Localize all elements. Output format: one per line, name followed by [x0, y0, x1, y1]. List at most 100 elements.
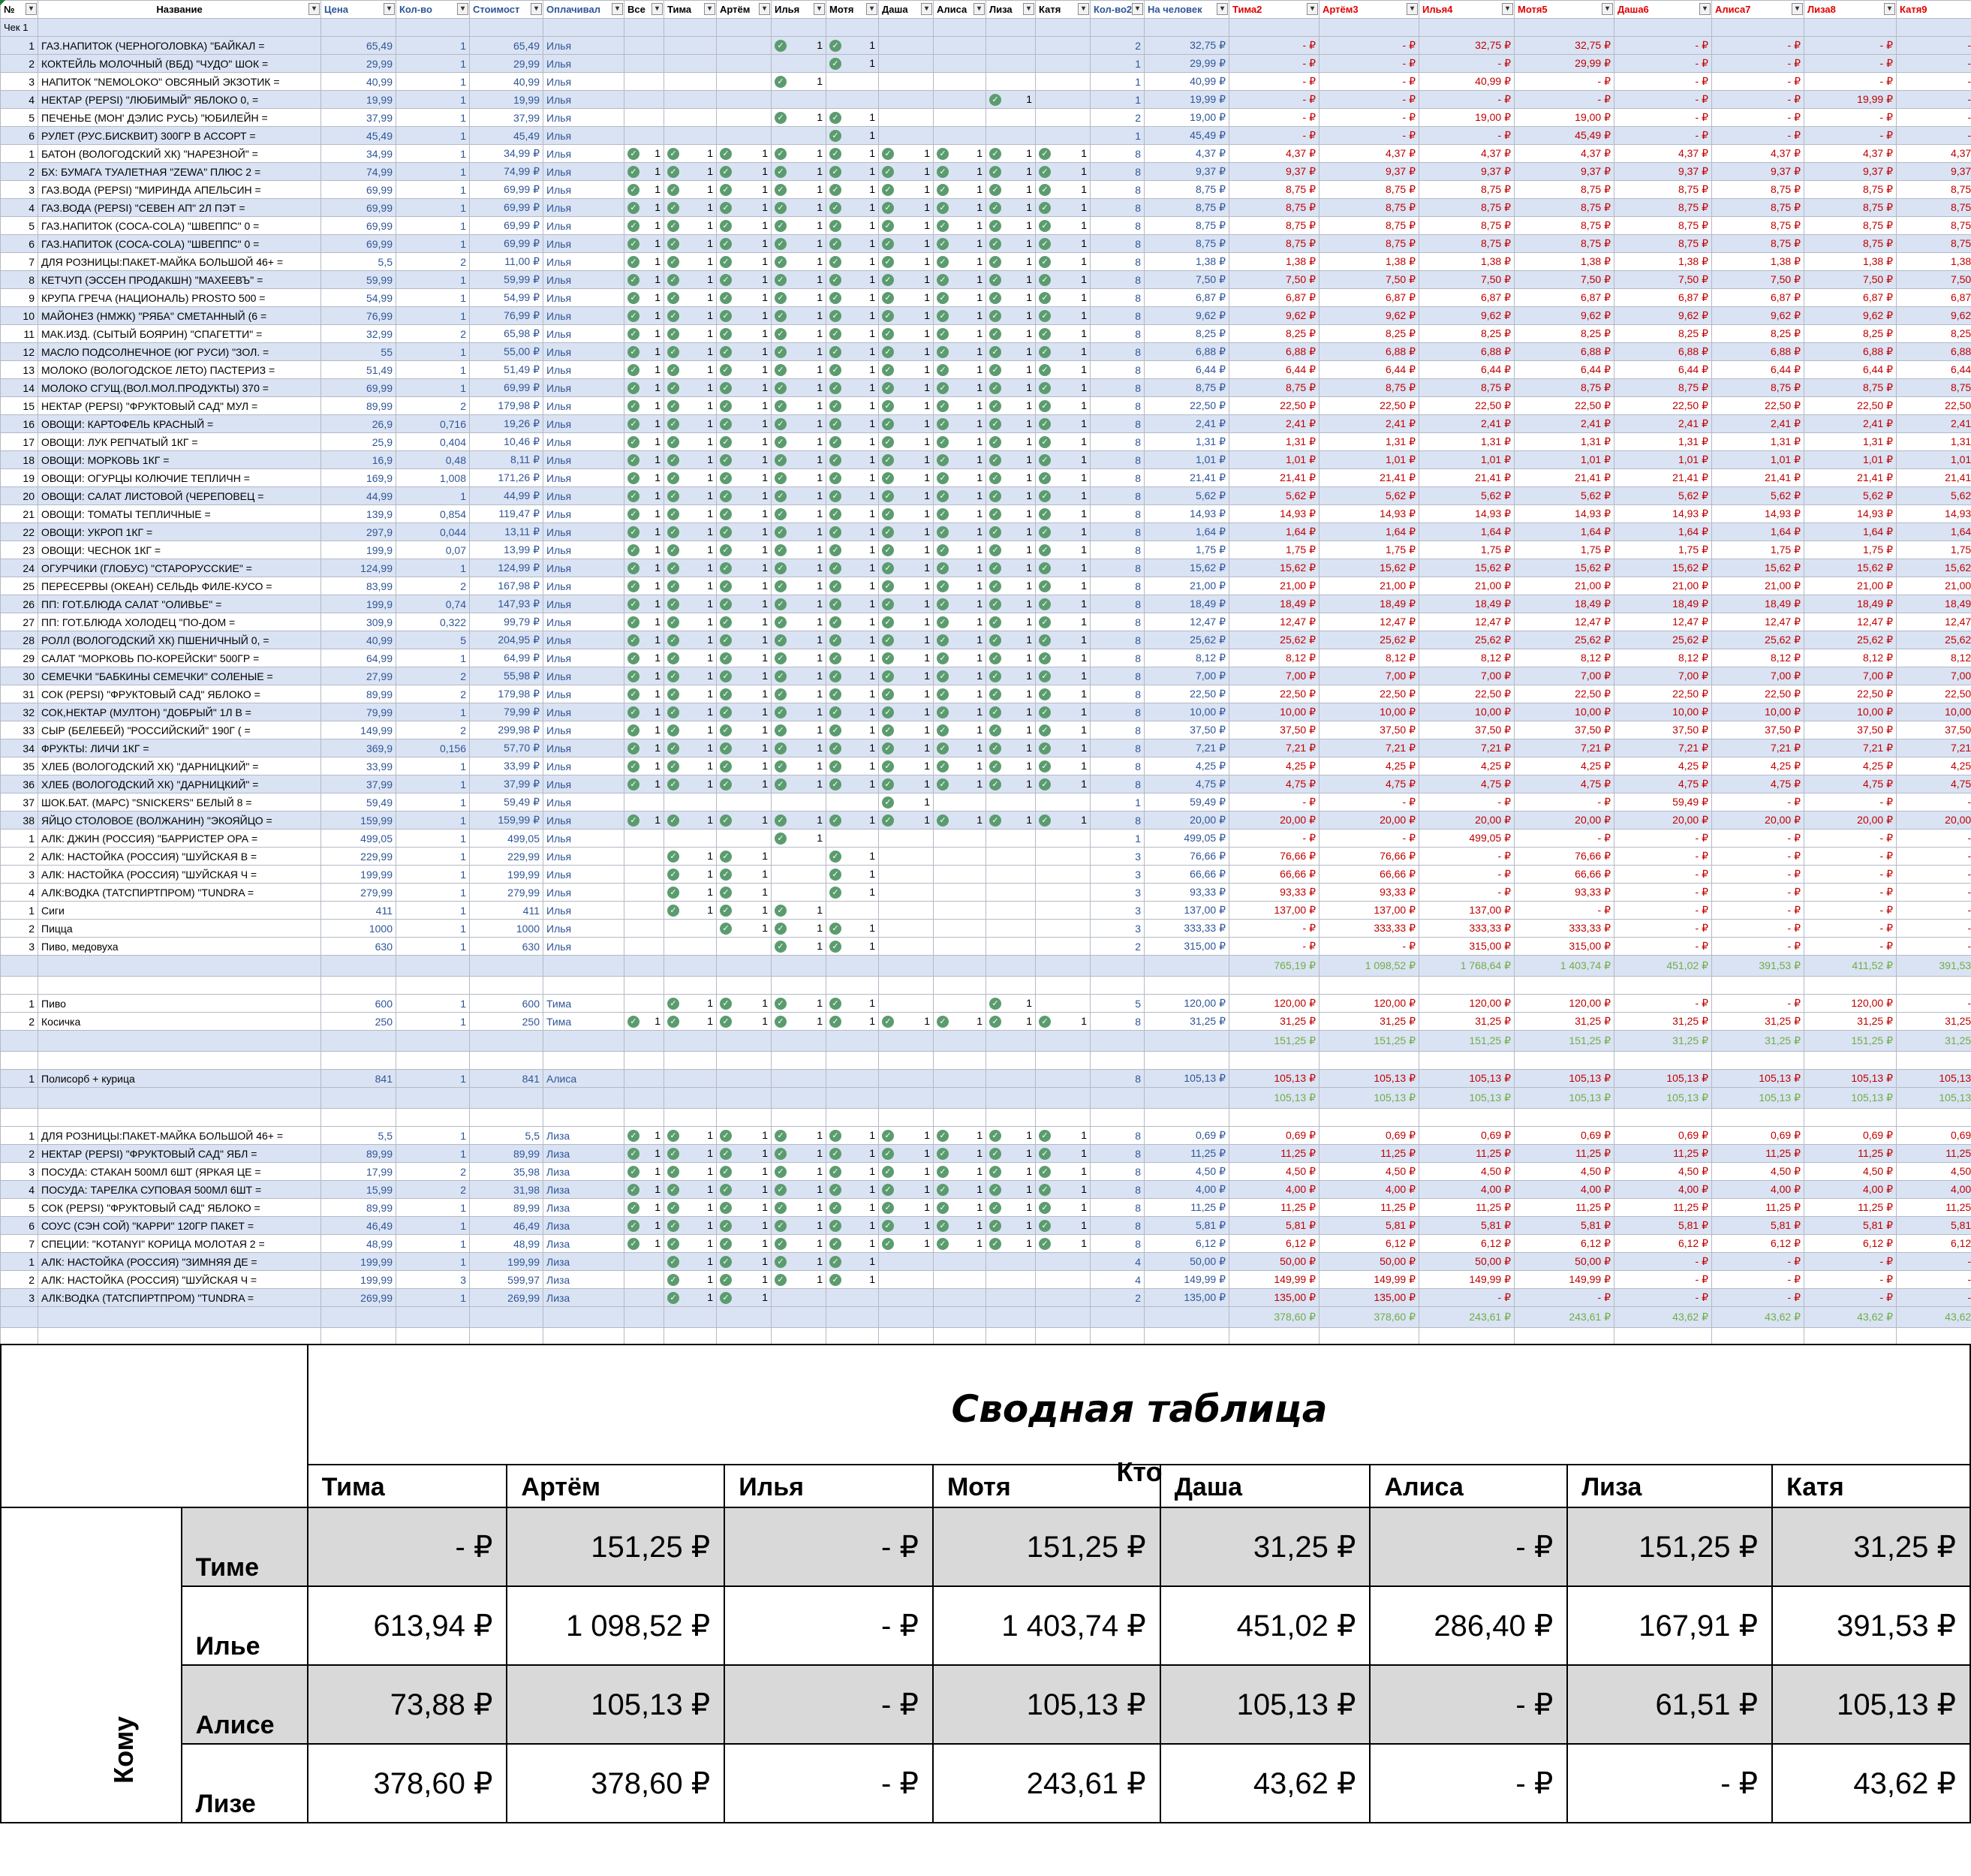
- check-cell[interactable]: ✓ 1: [826, 919, 879, 938]
- check-cell[interactable]: ✓ 1: [878, 180, 934, 199]
- check-cell[interactable]: ✓ 1: [716, 919, 772, 938]
- item-payer[interactable]: Илья: [543, 216, 624, 235]
- item-name[interactable]: ГАЗ.НАПИТОК (COCA-COLA) "ШВЕППС" 0 =: [38, 234, 321, 253]
- check-cell[interactable]: [986, 1069, 1036, 1088]
- check-cell[interactable]: ✓ 1: [1035, 811, 1091, 830]
- check-icon[interactable]: ✓: [627, 688, 639, 701]
- cell[interactable]: [1614, 1108, 1712, 1127]
- check-cell[interactable]: ✓ 1: [878, 162, 934, 181]
- check-icon[interactable]: ✓: [720, 1220, 732, 1233]
- check-icon[interactable]: ✓: [937, 490, 949, 503]
- check-icon[interactable]: ✓: [829, 1166, 841, 1179]
- check-icon[interactable]: ✓: [720, 400, 732, 413]
- item-cost[interactable]: 229,99: [469, 847, 543, 866]
- check-cell[interactable]: ✓ 1: [878, 721, 934, 739]
- cell[interactable]: [986, 1327, 1036, 1344]
- check-cell[interactable]: ✓ 1: [986, 541, 1036, 559]
- check-icon[interactable]: ✓: [720, 382, 732, 395]
- check-cell[interactable]: ✓ 1: [664, 1126, 717, 1145]
- check-cell[interactable]: ✓ 1: [878, 757, 934, 775]
- check-icon[interactable]: ✓: [937, 616, 949, 629]
- check-cell[interactable]: [1035, 793, 1091, 812]
- check-icon[interactable]: ✓: [989, 598, 1001, 611]
- item-payer[interactable]: Илья: [543, 90, 624, 109]
- check-cell[interactable]: ✓ 1: [1035, 1126, 1091, 1145]
- check-cell[interactable]: ✓ 1: [1035, 757, 1091, 775]
- check-all-cell[interactable]: ✓ 1: [624, 757, 664, 775]
- cell[interactable]: [1804, 976, 1897, 995]
- item-name[interactable]: РОЛЛ (ВОЛОГОДСКИЙ ХК) ПШЕНИЧНЫЙ 0, =: [38, 631, 321, 649]
- check-icon[interactable]: ✓: [1039, 526, 1051, 539]
- check-cell[interactable]: ✓ 1: [1035, 541, 1091, 559]
- check-cell[interactable]: [664, 829, 717, 848]
- check-cell[interactable]: [986, 54, 1036, 73]
- check-cell[interactable]: ✓ 1: [986, 378, 1036, 397]
- check-icon[interactable]: ✓: [775, 364, 787, 377]
- check-cell[interactable]: [664, 36, 717, 55]
- check-cell[interactable]: ✓ 1: [933, 739, 986, 757]
- check-cell[interactable]: ✓ 1: [878, 198, 934, 217]
- item-qty[interactable]: 1: [396, 703, 470, 721]
- check-icon[interactable]: ✓: [720, 364, 732, 377]
- item-price[interactable]: 69,99: [320, 234, 396, 253]
- check-icon[interactable]: ✓: [775, 778, 787, 791]
- check-icon[interactable]: ✓: [937, 274, 949, 287]
- item-payer[interactable]: Илья: [543, 396, 624, 415]
- item-price[interactable]: 59,99: [320, 270, 396, 289]
- cell[interactable]: [624, 976, 664, 995]
- check-icon[interactable]: ✓: [720, 1274, 732, 1287]
- check-icon[interactable]: ✓: [989, 1202, 1001, 1215]
- item-cost[interactable]: 8,11 ₽: [469, 450, 543, 469]
- item-name[interactable]: МОЛОКО (ВОЛОГОДСКОЕ ЛЕТО) ПАСТЕРИЗ =: [38, 360, 321, 379]
- check-cell[interactable]: ✓ 1: [826, 1252, 879, 1271]
- item-payer[interactable]: Илья: [543, 342, 624, 361]
- check-icon[interactable]: ✓: [720, 998, 732, 1010]
- check-icon[interactable]: ✓: [720, 562, 732, 575]
- check-cell[interactable]: ✓ 1: [664, 468, 717, 487]
- column-header[interactable]: Лиза ▾: [986, 0, 1036, 19]
- column-header[interactable]: Стоимост ▾: [469, 0, 543, 19]
- item-price[interactable]: 89,99: [320, 685, 396, 703]
- check-cell[interactable]: ✓ 1: [664, 288, 717, 307]
- check-icon[interactable]: ✓: [775, 1184, 787, 1197]
- item-payer[interactable]: Лиза: [543, 1162, 624, 1181]
- check-cell[interactable]: ✓ 1: [878, 613, 934, 631]
- item-price[interactable]: 40,99: [320, 72, 396, 91]
- check-cell[interactable]: ✓ 1: [826, 414, 879, 433]
- check-icon[interactable]: ✓: [627, 166, 639, 179]
- filter-dropdown-icon[interactable]: ▾: [651, 3, 663, 15]
- check-cell[interactable]: ✓ 1: [878, 522, 934, 541]
- check-icon[interactable]: ✓: [627, 418, 639, 431]
- item-qty[interactable]: 2: [396, 1180, 470, 1199]
- check-icon[interactable]: ✓: [1039, 724, 1051, 737]
- check-cell[interactable]: ✓ 1: [878, 775, 934, 793]
- check-cell[interactable]: ✓ 1: [664, 324, 717, 343]
- check-cell[interactable]: ✓ 1: [1035, 559, 1091, 577]
- check-cell[interactable]: ✓ 1: [986, 432, 1036, 451]
- check-icon[interactable]: ✓: [829, 220, 841, 233]
- item-name[interactable]: Пиво, медовуха: [38, 937, 321, 956]
- check-cell[interactable]: ✓ 1: [878, 342, 934, 361]
- item-cost[interactable]: 48,99: [469, 1234, 543, 1253]
- check-icon[interactable]: ✓: [627, 346, 639, 359]
- check-cell[interactable]: ✓ 1: [933, 757, 986, 775]
- item-payer[interactable]: Илья: [543, 919, 624, 938]
- check-cell[interactable]: ✓ 1: [878, 667, 934, 685]
- check-icon[interactable]: ✓: [829, 130, 841, 143]
- cell[interactable]: [878, 18, 934, 37]
- cell[interactable]: [878, 1108, 934, 1127]
- check-icon[interactable]: ✓: [720, 166, 732, 179]
- item-payer[interactable]: Илья: [543, 757, 624, 775]
- check-cell[interactable]: ✓ 1: [986, 613, 1036, 631]
- check-icon[interactable]: ✓: [937, 202, 949, 215]
- item-payer[interactable]: Лиза: [543, 1234, 624, 1253]
- check-icon[interactable]: ✓: [882, 1184, 894, 1197]
- check-icon[interactable]: ✓: [989, 634, 1001, 647]
- check-icon[interactable]: ✓: [775, 418, 787, 431]
- check-icon[interactable]: ✓: [1039, 346, 1051, 359]
- check-cell[interactable]: ✓ 1: [664, 252, 717, 271]
- check-icon[interactable]: ✓: [775, 562, 787, 575]
- check-icon[interactable]: ✓: [989, 310, 1001, 323]
- check-icon[interactable]: ✓: [667, 706, 679, 719]
- check-icon[interactable]: ✓: [989, 670, 1001, 683]
